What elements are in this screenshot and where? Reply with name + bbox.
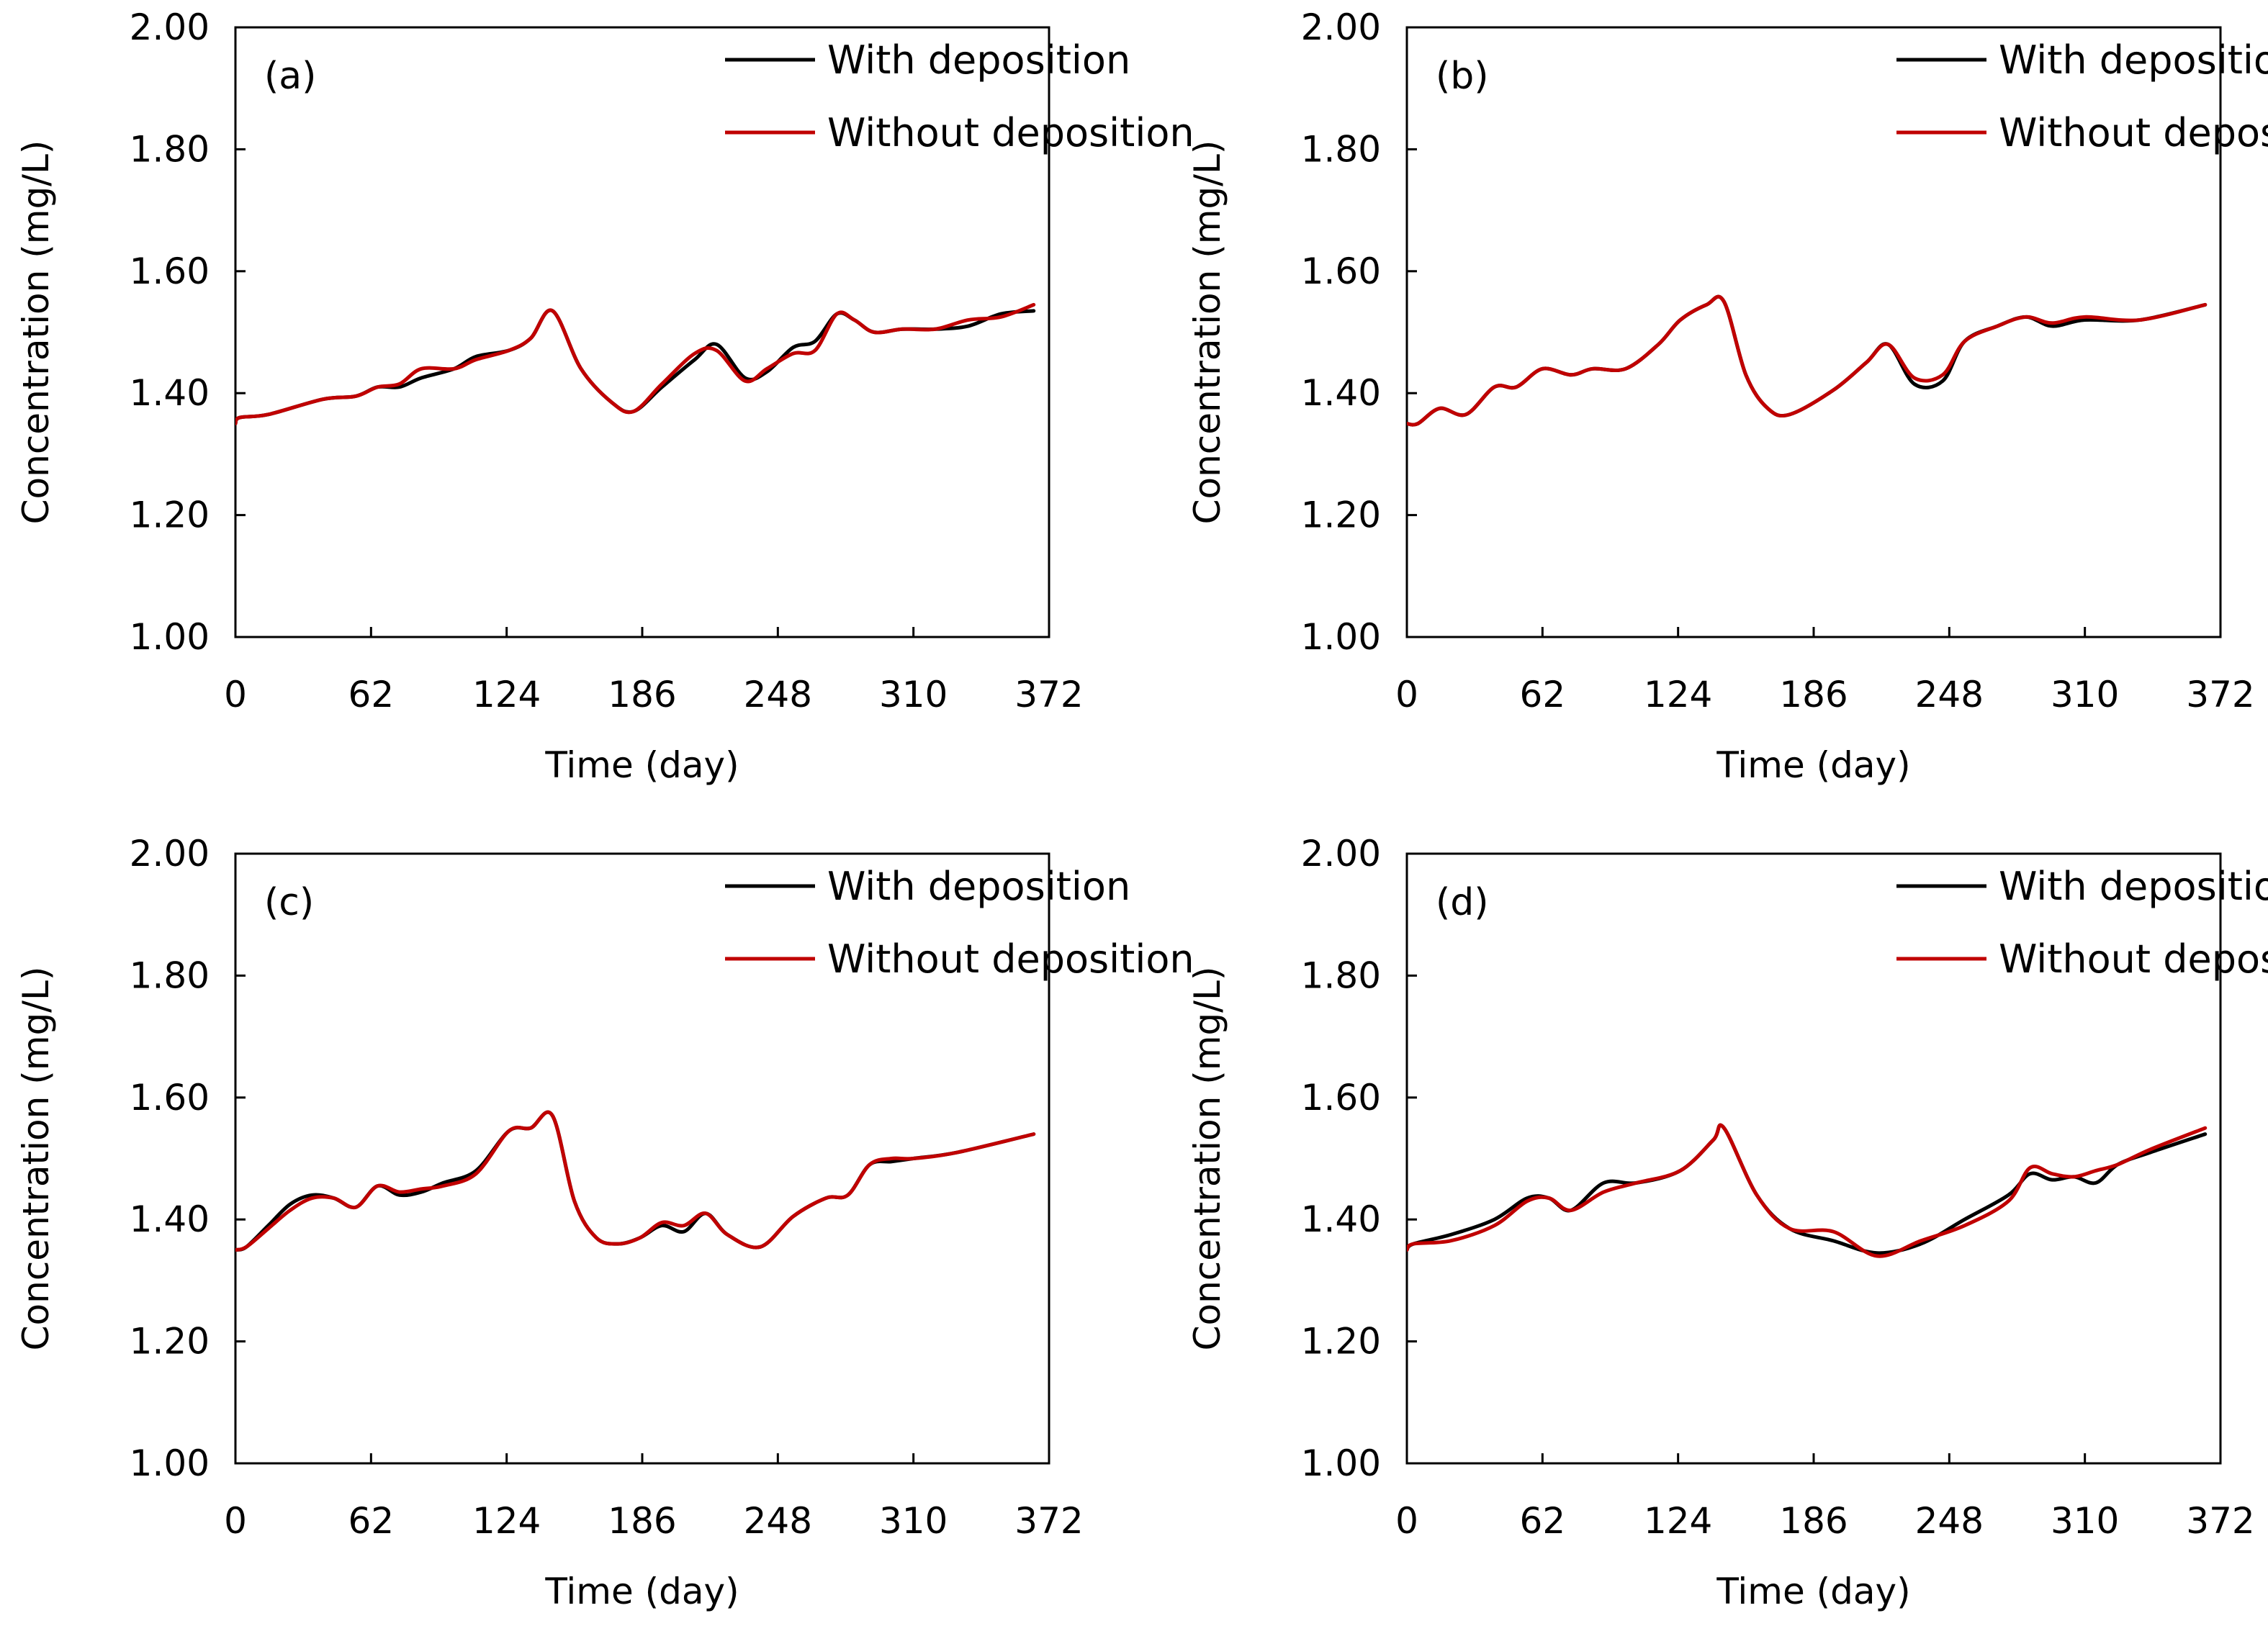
y-tick-label: 1.60 <box>1301 1077 1381 1119</box>
panel-label: (d) <box>1436 881 1489 924</box>
legend-label: Without deposition <box>1999 936 2268 982</box>
x-tick-label: 186 <box>608 1500 676 1542</box>
y-tick-label: 2.00 <box>130 6 210 48</box>
x-tick-label: 62 <box>348 674 395 715</box>
y-tick-label: 1.40 <box>1301 372 1381 414</box>
x-axis-label: Time (day) <box>1716 744 1910 786</box>
y-tick-label: 1.60 <box>1301 250 1381 292</box>
legend-label: With deposition <box>827 864 1130 909</box>
y-axis-label: Concentration (mg/L) <box>15 967 57 1351</box>
series-line <box>235 1110 1036 1252</box>
series-line <box>235 302 1036 426</box>
y-tick-label: 1.40 <box>130 372 210 414</box>
legend-label: Without deposition <box>827 110 1194 155</box>
panel-label: (a) <box>264 55 316 98</box>
y-tick-label: 1.00 <box>130 616 210 658</box>
x-tick-label: 310 <box>879 674 948 715</box>
x-tick-label: 186 <box>1779 1500 1848 1542</box>
x-tick-label: 248 <box>1915 1500 1984 1542</box>
x-tick-label: 0 <box>1395 674 1418 715</box>
legend-label: With deposition <box>827 37 1130 83</box>
series-line <box>235 308 1036 426</box>
x-tick-label: 310 <box>879 1500 948 1542</box>
x-tick-label: 310 <box>2051 1500 2119 1542</box>
chart-panel: 1.00 1.20 1.40 1.60 1.80 2.00 0 62 124 186 248 310 3… <box>15 833 1194 1612</box>
y-tick-label: 1.20 <box>1301 494 1381 536</box>
chart-panel: 1.00 1.20 1.40 1.60 1.80 2.00 0 62 124 186 248 310 3… <box>15 6 1194 786</box>
y-tick-label: 1.40 <box>130 1198 210 1240</box>
legend-label: With deposition <box>1999 864 2268 909</box>
x-tick-label: 248 <box>1915 674 1984 715</box>
x-tick-label: 124 <box>472 1500 541 1542</box>
y-tick-label: 1.80 <box>130 128 210 170</box>
x-tick-label: 186 <box>608 674 676 715</box>
y-tick-label: 2.00 <box>1301 6 1381 48</box>
x-tick-label: 0 <box>224 1500 247 1542</box>
x-axis-label: Time (day) <box>544 1571 739 1612</box>
y-tick-label: 1.60 <box>130 1077 210 1119</box>
y-axis-label: Concentration (mg/L) <box>1187 967 1228 1351</box>
y-tick-label: 1.00 <box>130 1442 210 1484</box>
x-tick-label: 248 <box>744 674 812 715</box>
x-tick-label: 62 <box>348 1500 395 1542</box>
x-tick-label: 372 <box>1014 674 1083 715</box>
x-tick-label: 62 <box>1520 1500 1566 1542</box>
panel-label: (c) <box>264 881 314 924</box>
x-tick-label: 372 <box>2186 674 2254 715</box>
y-tick-label: 2.00 <box>130 833 210 875</box>
legend-label: With deposition <box>1999 37 2268 83</box>
x-tick-label: 186 <box>1779 674 1848 715</box>
y-tick-label: 1.80 <box>1301 128 1381 170</box>
y-tick-label: 1.20 <box>130 1321 210 1363</box>
y-tick-label: 1.00 <box>1301 1442 1381 1484</box>
series-line <box>1407 1123 2208 1255</box>
legend-label: Without deposition <box>1999 110 2268 155</box>
chart-panel: 1.00 1.20 1.40 1.60 1.80 2.00 0 62 124 186 248 310 3… <box>1187 833 2268 1612</box>
x-tick-label: 124 <box>1644 674 1712 715</box>
series-line <box>1407 1123 2208 1258</box>
x-axis-label: Time (day) <box>1716 1571 1910 1612</box>
chart-panel: 1.00 1.20 1.40 1.60 1.80 2.00 0 62 124 186 248 310 3… <box>1187 6 2268 786</box>
x-tick-label: 310 <box>2051 674 2119 715</box>
x-tick-label: 124 <box>1644 1500 1712 1542</box>
x-tick-label: 0 <box>224 674 247 715</box>
y-tick-label: 1.80 <box>1301 954 1381 996</box>
x-tick-label: 372 <box>2186 1500 2254 1542</box>
x-tick-label: 372 <box>1014 1500 1083 1542</box>
x-tick-label: 248 <box>744 1500 812 1542</box>
x-tick-label: 0 <box>1395 1500 1418 1542</box>
y-tick-label: 1.20 <box>130 494 210 536</box>
panel-label: (b) <box>1436 55 1489 98</box>
y-tick-label: 1.60 <box>130 250 210 292</box>
legend-label: Without deposition <box>827 936 1194 982</box>
y-tick-label: 1.80 <box>130 954 210 996</box>
x-tick-label: 62 <box>1520 674 1566 715</box>
x-axis-label: Time (day) <box>544 744 739 786</box>
y-tick-label: 1.40 <box>1301 1198 1381 1240</box>
y-tick-label: 1.20 <box>1301 1321 1381 1363</box>
y-tick-label: 1.00 <box>1301 616 1381 658</box>
series-line <box>1407 294 2208 427</box>
y-tick-label: 2.00 <box>1301 833 1381 875</box>
y-axis-label: Concentration (mg/L) <box>1187 140 1228 525</box>
series-line <box>235 1110 1036 1252</box>
x-tick-label: 124 <box>472 674 541 715</box>
y-axis-label: Concentration (mg/L) <box>15 140 57 525</box>
